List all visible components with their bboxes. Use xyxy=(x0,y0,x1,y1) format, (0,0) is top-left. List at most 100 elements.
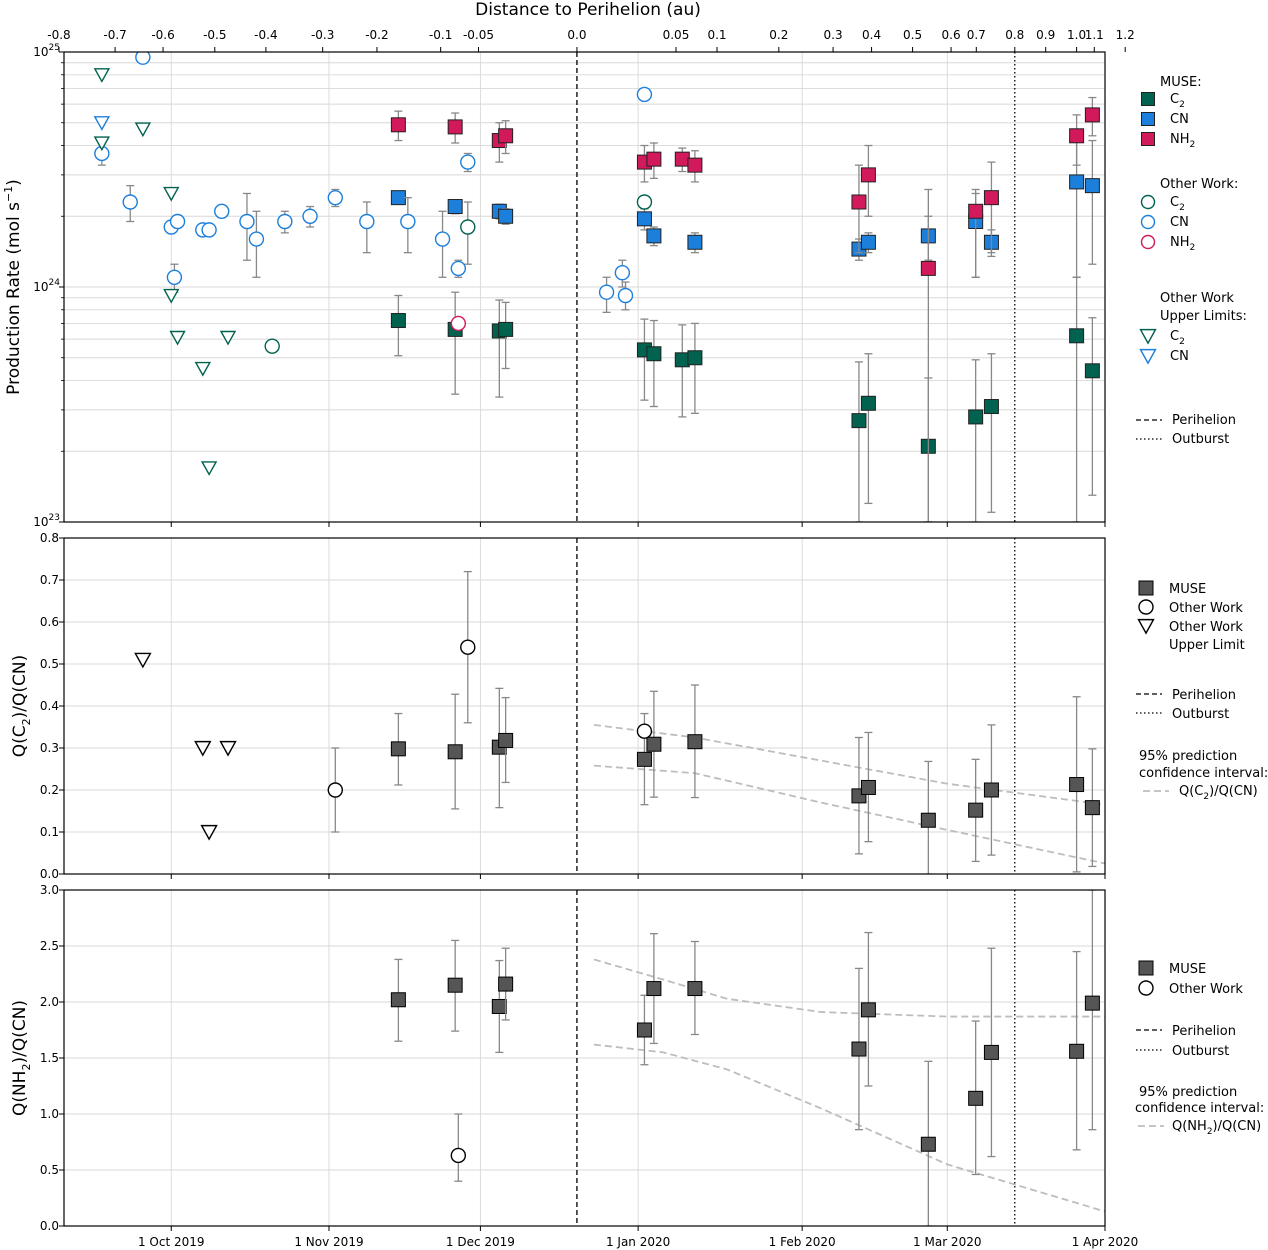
y-tick-label: 2.0 xyxy=(40,995,59,1009)
x-tick-label: 1 Nov 2019 xyxy=(294,1235,363,1249)
legend-label: C2 xyxy=(1170,92,1185,110)
muse-point xyxy=(1069,128,1085,144)
error-bar xyxy=(1088,139,1097,265)
other-work-point xyxy=(239,213,255,230)
muse-point xyxy=(498,208,514,224)
error-bar xyxy=(987,161,996,254)
legend-marker xyxy=(1139,328,1157,345)
other-work-point xyxy=(201,222,217,238)
series-other-work-nh2 xyxy=(450,315,467,332)
legend-title-upper: Other Work xyxy=(1160,291,1234,306)
y-tick-label: 0.5 xyxy=(40,657,59,671)
other-work-point xyxy=(166,269,183,285)
top-axis-title: Distance to Perihelion (au) xyxy=(475,0,701,20)
legend-label-upper: Upper Limit xyxy=(1169,638,1245,653)
x-tick-label: 1 Apr 2020 xyxy=(1072,1235,1139,1249)
series-other-work xyxy=(450,1113,467,1182)
panel-3-ticks: 0.0 0.5 1.0 1.5 2.0 2.5 3.0 1 Oct 2019 1 Nov 201… xyxy=(40,883,1138,1249)
series-muse-cn xyxy=(390,132,1100,278)
y-tick-label: 0.3 xyxy=(40,741,59,755)
top-x-tick-label: 0.5 xyxy=(903,28,922,42)
other-work-point xyxy=(636,86,653,103)
muse-point xyxy=(646,228,662,244)
x-tick-label: 1 Mar 2020 xyxy=(913,1235,981,1249)
error-bar xyxy=(495,299,504,398)
legend-marker xyxy=(1141,112,1155,126)
muse-point xyxy=(860,395,876,411)
muse-point xyxy=(674,352,690,368)
error-bar xyxy=(1088,317,1097,496)
upper-limit-point xyxy=(163,186,180,202)
other-work-point xyxy=(450,1147,467,1164)
legend-label-other: Other Work xyxy=(1169,982,1243,997)
top-x-tick-label: -0.6 xyxy=(151,28,174,42)
other-work-point xyxy=(450,260,467,277)
muse-point xyxy=(674,151,690,167)
x-tick-label: 1 Feb 2020 xyxy=(769,1235,836,1249)
panel-2-ylabel: Q(C2)/Q(CN) xyxy=(10,655,33,757)
muse-point xyxy=(646,736,662,752)
y-tick-label: 0.2 xyxy=(40,783,59,797)
other-work-point xyxy=(214,203,230,219)
top-x-tick-label: 1.1 xyxy=(1085,28,1104,42)
muse-point xyxy=(1069,174,1085,190)
legend-outburst-label: Outburst xyxy=(1172,432,1229,447)
panel-3-marks xyxy=(390,890,1100,1226)
panel-2-confidence-lines xyxy=(593,724,1105,865)
legend-label: CN xyxy=(1170,349,1189,364)
error-bar xyxy=(649,319,658,408)
legend-label: NH2 xyxy=(1170,235,1195,253)
upper-limit-point xyxy=(93,116,111,131)
y-tick-label: 0.6 xyxy=(40,615,59,629)
other-work-point xyxy=(636,723,653,739)
y-tick-label: 3.0 xyxy=(40,883,59,897)
legend-perihelion-label: Perihelion xyxy=(1172,1024,1236,1039)
error-bar xyxy=(640,318,649,401)
other-work-point xyxy=(617,287,634,304)
upper-limit-point xyxy=(93,68,111,83)
y-tick-label: 0.4 xyxy=(40,699,59,713)
legend-marker-other xyxy=(1138,599,1154,615)
y-tick-label: 1.0 xyxy=(40,1107,59,1121)
other-work-point xyxy=(460,154,476,170)
legend-marker xyxy=(1140,234,1156,250)
legend-marker-muse xyxy=(1138,960,1154,976)
legend-outburst-label: Outburst xyxy=(1172,707,1229,722)
muse-point xyxy=(646,981,662,997)
confidence-interval-line xyxy=(593,958,1105,1018)
panel-1-ticks: -0.8 -0.7 -0.6 -0.5 -0.4 -0.3 -0.2 -0.1 -0.05 0.0… xyxy=(33,28,1134,529)
upper-limit-point xyxy=(93,136,111,152)
y-tick-label: 1025 xyxy=(33,43,60,59)
other-work-point xyxy=(277,213,293,230)
other-work-point xyxy=(636,194,653,210)
series-upper-limit-cn xyxy=(93,116,111,131)
y-tick-label: 0.5 xyxy=(40,1163,59,1177)
legend-label: C2 xyxy=(1170,329,1185,347)
y-tick-label: 0.0 xyxy=(40,1219,59,1233)
muse-point xyxy=(968,203,984,219)
panel-2-event-lines xyxy=(576,538,1016,874)
muse-point xyxy=(687,981,703,997)
legend-marker xyxy=(1141,92,1155,106)
y-tick-label: 1023 xyxy=(33,513,60,529)
top-x-tick-label: 0.1 xyxy=(707,28,726,42)
other-work-point xyxy=(302,208,318,224)
top-x-tick-label: 1.0 xyxy=(1067,28,1086,42)
legend-label: CN xyxy=(1170,112,1189,127)
upper-limit-point xyxy=(194,361,211,377)
error-bar xyxy=(854,361,863,522)
panel-1-marks xyxy=(93,52,1100,522)
legend-ci-title: 95% prediction xyxy=(1139,1085,1237,1100)
upper-limit-point xyxy=(194,740,212,757)
other-work-point xyxy=(614,265,631,281)
muse-point xyxy=(968,802,984,818)
muse-point xyxy=(687,157,703,173)
legend-ci-label: Q(C2)/Q(CN) xyxy=(1179,784,1258,802)
other-work-point xyxy=(400,213,416,230)
legend-label-other: Other Work xyxy=(1169,601,1243,616)
other-work-point xyxy=(460,219,476,235)
y-tick-label: 0.0 xyxy=(40,867,59,881)
top-x-tick-label: -0.8 xyxy=(47,28,70,42)
muse-point xyxy=(851,194,867,210)
legend-perihelion-label: Perihelion xyxy=(1172,688,1236,703)
